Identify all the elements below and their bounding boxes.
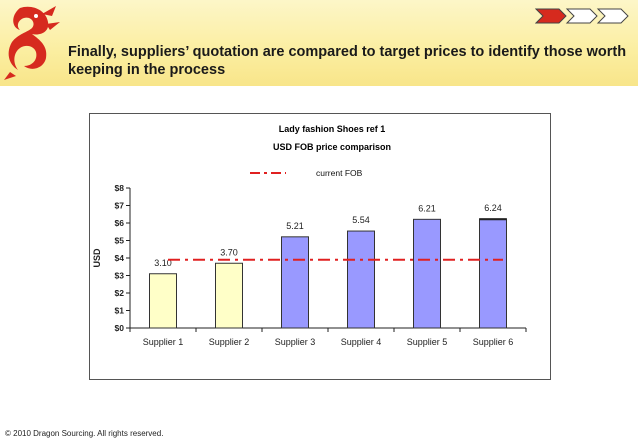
y-tick-label: $5: [115, 236, 125, 246]
bar: [215, 262, 243, 329]
y-tick-label: $8: [115, 183, 125, 193]
legend-label: current FOB: [316, 168, 363, 178]
y-tick-label: $4: [115, 253, 125, 263]
data-label: 5.54: [352, 215, 370, 225]
x-tick-label: Supplier 4: [341, 337, 382, 347]
data-label: 5.21: [286, 221, 304, 231]
bar: [413, 218, 441, 329]
y-tick-label: $1: [115, 306, 125, 316]
x-tick-label: Supplier 6: [473, 337, 514, 347]
chart-subtitle: USD FOB price comparison: [273, 142, 391, 152]
dragon-logo-icon: [4, 6, 60, 80]
copyright-footer: © 2010 Dragon Sourcing. All rights reser…: [5, 429, 164, 438]
data-label: 3.70: [220, 247, 238, 257]
header-band: [0, 0, 638, 86]
x-tick-label: Supplier 1: [143, 337, 184, 347]
bar: [149, 273, 177, 329]
chevron-arrow-icon[interactable]: [565, 8, 598, 24]
chart-title: Lady fashion Shoes ref 1: [279, 124, 386, 134]
chart-frame: Lady fashion Shoes ref 1 USD FOB price co…: [89, 113, 551, 380]
bar: [281, 236, 309, 329]
chevron-arrow-icon[interactable]: [596, 8, 629, 24]
chevron-arrow-active-icon[interactable]: [535, 8, 567, 24]
slide-title: Finally, suppliers’ quotation are compar…: [68, 44, 627, 78]
bar: [479, 218, 507, 329]
nav-arrows: [535, 8, 629, 24]
x-tick-label: Supplier 5: [407, 337, 448, 347]
bar-chart: Lady fashion Shoes ref 1 USD FOB price co…: [92, 124, 527, 347]
y-tick-label: $6: [115, 218, 125, 228]
data-label: 6.24: [484, 203, 502, 213]
y-axis-label: USD: [92, 248, 102, 268]
x-tick-label: Supplier 2: [209, 337, 250, 347]
data-label: 6.21: [418, 203, 436, 213]
x-tick-label: Supplier 3: [275, 337, 316, 347]
y-tick-label: $7: [115, 201, 125, 211]
y-tick-label: $2: [115, 288, 125, 298]
y-tick-label: $3: [115, 271, 125, 281]
y-tick-label: $0: [115, 323, 125, 333]
data-label: 3.10: [154, 258, 172, 268]
bar: [347, 230, 375, 329]
